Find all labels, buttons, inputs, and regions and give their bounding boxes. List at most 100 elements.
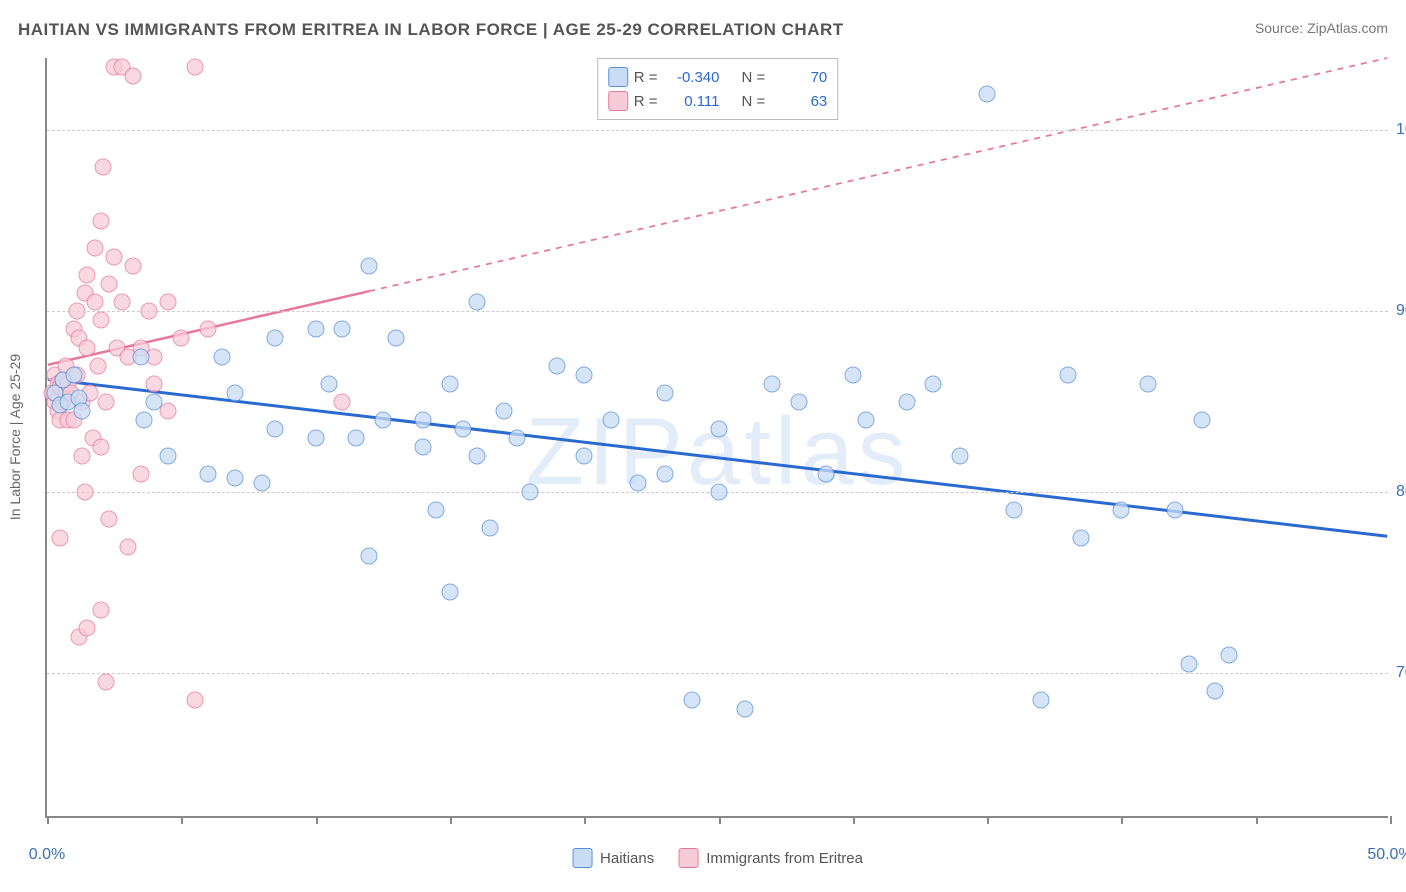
y-tick-label: 90.0%	[1396, 302, 1406, 320]
data-point	[100, 276, 117, 293]
data-point	[133, 348, 150, 365]
data-point	[1073, 529, 1090, 546]
data-point	[683, 692, 700, 709]
chart-title: HAITIAN VS IMMIGRANTS FROM ERITREA IN LA…	[18, 20, 844, 40]
data-point	[925, 375, 942, 392]
x-tick	[316, 816, 318, 824]
data-point	[1193, 411, 1210, 428]
data-point	[73, 448, 90, 465]
data-point	[1140, 375, 1157, 392]
data-point	[98, 674, 115, 691]
data-point	[495, 402, 512, 419]
legend-label-1: Immigrants from Eritrea	[706, 850, 863, 867]
data-point	[146, 375, 163, 392]
gridline-h	[47, 673, 1388, 674]
data-point	[119, 538, 136, 555]
data-point	[334, 321, 351, 338]
data-point	[710, 420, 727, 437]
data-point	[791, 393, 808, 410]
legend-swatch-0	[572, 848, 592, 868]
stats-r-label-1: R =	[634, 93, 658, 110]
x-tick	[987, 816, 989, 824]
data-point	[124, 68, 141, 85]
gridline-h	[47, 130, 1388, 131]
data-point	[253, 475, 270, 492]
data-point	[98, 393, 115, 410]
data-point	[522, 484, 539, 501]
data-point	[441, 375, 458, 392]
stats-box: R = -0.340 N = 70 R = 0.111 N = 63	[597, 58, 839, 120]
trend-line	[48, 379, 1387, 536]
data-point	[1180, 656, 1197, 673]
data-point	[549, 357, 566, 374]
data-point	[603, 411, 620, 428]
legend-label-0: Haitians	[600, 850, 654, 867]
x-tick	[47, 816, 49, 824]
x-tick	[584, 816, 586, 824]
y-tick-label: 100.0%	[1396, 121, 1406, 139]
source-attribution: Source: ZipAtlas.com	[1255, 20, 1388, 36]
data-point	[65, 366, 82, 383]
data-point	[159, 448, 176, 465]
x-tick	[853, 816, 855, 824]
data-point	[468, 294, 485, 311]
data-point	[141, 303, 158, 320]
stats-swatch-1	[608, 91, 628, 111]
x-tick	[1256, 816, 1258, 824]
data-point	[656, 384, 673, 401]
stats-r-label-0: R =	[634, 69, 658, 86]
data-point	[428, 502, 445, 519]
chart-container: HAITIAN VS IMMIGRANTS FROM ERITREA IN LA…	[0, 0, 1406, 892]
x-tick-label: 0.0%	[29, 846, 65, 864]
trend-line-extrapolated	[369, 58, 1387, 291]
data-point	[347, 430, 364, 447]
data-point	[898, 393, 915, 410]
data-point	[415, 411, 432, 428]
stats-r-value-1: 0.111	[664, 93, 720, 110]
x-tick	[450, 816, 452, 824]
data-point	[227, 469, 244, 486]
data-point	[1207, 683, 1224, 700]
data-point	[114, 294, 131, 311]
data-point	[90, 357, 107, 374]
data-point	[468, 448, 485, 465]
stats-swatch-0	[608, 67, 628, 87]
data-point	[441, 583, 458, 600]
data-point	[1032, 692, 1049, 709]
data-point	[186, 692, 203, 709]
x-tick	[181, 816, 183, 824]
data-point	[334, 393, 351, 410]
data-point	[737, 701, 754, 718]
data-point	[135, 411, 152, 428]
plot-area: ZIPatlas In Labor Force | Age 25-29 R = …	[45, 58, 1388, 818]
x-tick-label: 50.0%	[1367, 846, 1406, 864]
data-point	[415, 439, 432, 456]
data-point	[100, 511, 117, 528]
data-point	[124, 258, 141, 275]
stats-n-label-0: N =	[742, 69, 766, 86]
data-point	[213, 348, 230, 365]
data-point	[52, 529, 69, 546]
data-point	[576, 448, 593, 465]
data-point	[1005, 502, 1022, 519]
data-point	[455, 420, 472, 437]
data-point	[146, 393, 163, 410]
data-point	[388, 330, 405, 347]
data-point	[76, 484, 93, 501]
data-point	[1167, 502, 1184, 519]
gridline-h	[47, 311, 1388, 312]
data-point	[576, 366, 593, 383]
data-point	[87, 240, 104, 257]
data-point	[87, 294, 104, 311]
data-point	[361, 547, 378, 564]
data-point	[361, 258, 378, 275]
y-tick-label: 70.0%	[1396, 664, 1406, 682]
data-point	[106, 249, 123, 266]
stats-row-1: R = 0.111 N = 63	[608, 89, 828, 113]
data-point	[92, 312, 109, 329]
data-point	[321, 375, 338, 392]
data-point	[764, 375, 781, 392]
data-point	[979, 86, 996, 103]
data-point	[200, 466, 217, 483]
stats-n-value-1: 63	[771, 93, 827, 110]
